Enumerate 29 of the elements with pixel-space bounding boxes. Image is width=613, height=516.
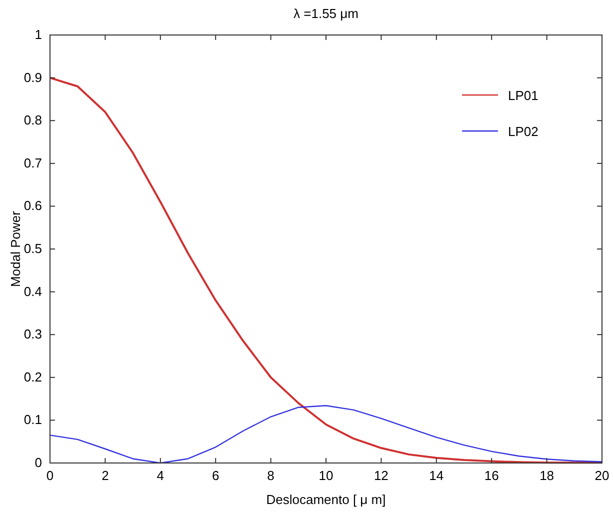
line-series <box>49 405 603 464</box>
x-tick-label: 10 <box>318 468 334 483</box>
x-tick-label: 20 <box>594 468 610 483</box>
y-tick-label: 1 <box>34 27 42 42</box>
y-tick-label: 0.7 <box>24 155 42 170</box>
y-axis-title: Modal Power <box>8 210 23 287</box>
x-tick-label: 4 <box>156 468 164 483</box>
y-tick-label: 0.3 <box>24 326 42 342</box>
y-tick-label: 0.1 <box>24 412 42 428</box>
y-tick-label: 0 <box>34 455 42 470</box>
y-tick-label: 0.2 <box>24 369 42 384</box>
x-tick-label: 14 <box>429 468 444 483</box>
x-tick-label: 8 <box>267 468 274 483</box>
y-tick-label: 0.6 <box>24 198 42 214</box>
y-tick-label: 0.5 <box>24 241 42 256</box>
x-tick-label: 12 <box>374 468 388 483</box>
line-series <box>49 76 603 464</box>
chart-title: λ =1.55 μm <box>294 6 358 21</box>
x-tick-label: 2 <box>102 468 109 483</box>
y-tick-label: 0.8 <box>24 112 42 128</box>
legend-label: LP01 <box>508 88 538 103</box>
x-tick-label: 6 <box>212 468 220 483</box>
x-axis-title: Deslocamento [ μ m] <box>266 492 386 507</box>
x-tick-label: 16 <box>484 468 499 483</box>
legend-label: LP02 <box>508 124 538 139</box>
y-tick-label: 0.4 <box>24 284 42 299</box>
x-tick-label: 0 <box>46 468 54 483</box>
y-tick-label: 0.9 <box>24 70 42 85</box>
x-tick-label: 18 <box>540 468 554 483</box>
